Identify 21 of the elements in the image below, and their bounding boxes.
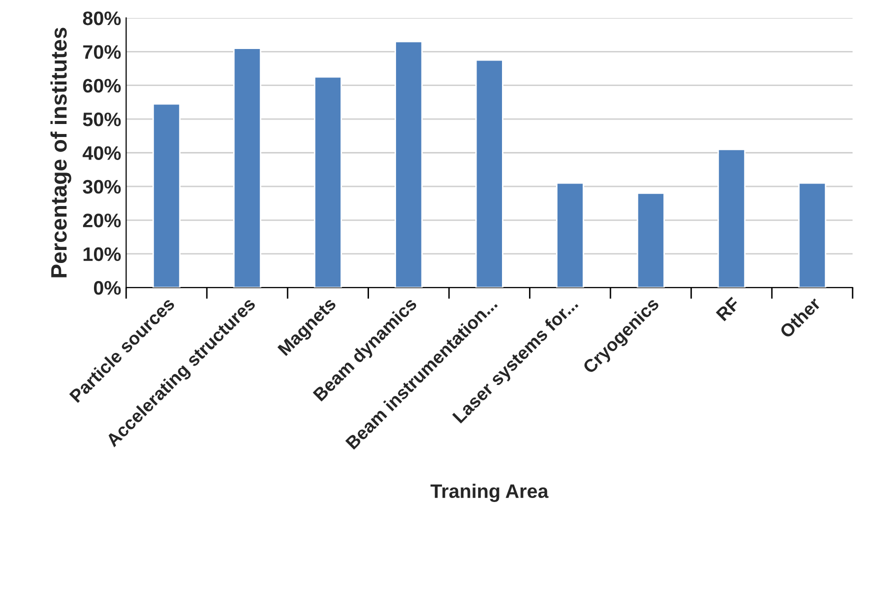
y-tick-label: 50% — [82, 112, 121, 126]
bar — [556, 182, 584, 288]
bar — [314, 76, 342, 288]
y-tick-label: 0% — [94, 280, 121, 295]
bar — [475, 59, 504, 288]
y-tick-label: 40% — [82, 146, 121, 160]
y-tick-label: 80% — [82, 11, 121, 26]
y-tick-label: 20% — [83, 214, 121, 228]
bar — [394, 40, 423, 288]
bar — [152, 103, 181, 288]
y-tick-label: 10% — [84, 247, 121, 262]
bar — [798, 182, 826, 288]
y-tick-label: 70% — [83, 45, 121, 59]
y-tick-label: 60% — [83, 78, 121, 93]
bar — [233, 48, 262, 288]
bar — [636, 192, 665, 288]
y-tick-label: 30% — [82, 180, 121, 194]
y-axis-title: Percentage of institutes — [50, 28, 72, 278]
bar — [718, 148, 746, 288]
x-axis-title: Traning Area — [430, 484, 549, 502]
x-tick-label: RF — [716, 296, 740, 322]
